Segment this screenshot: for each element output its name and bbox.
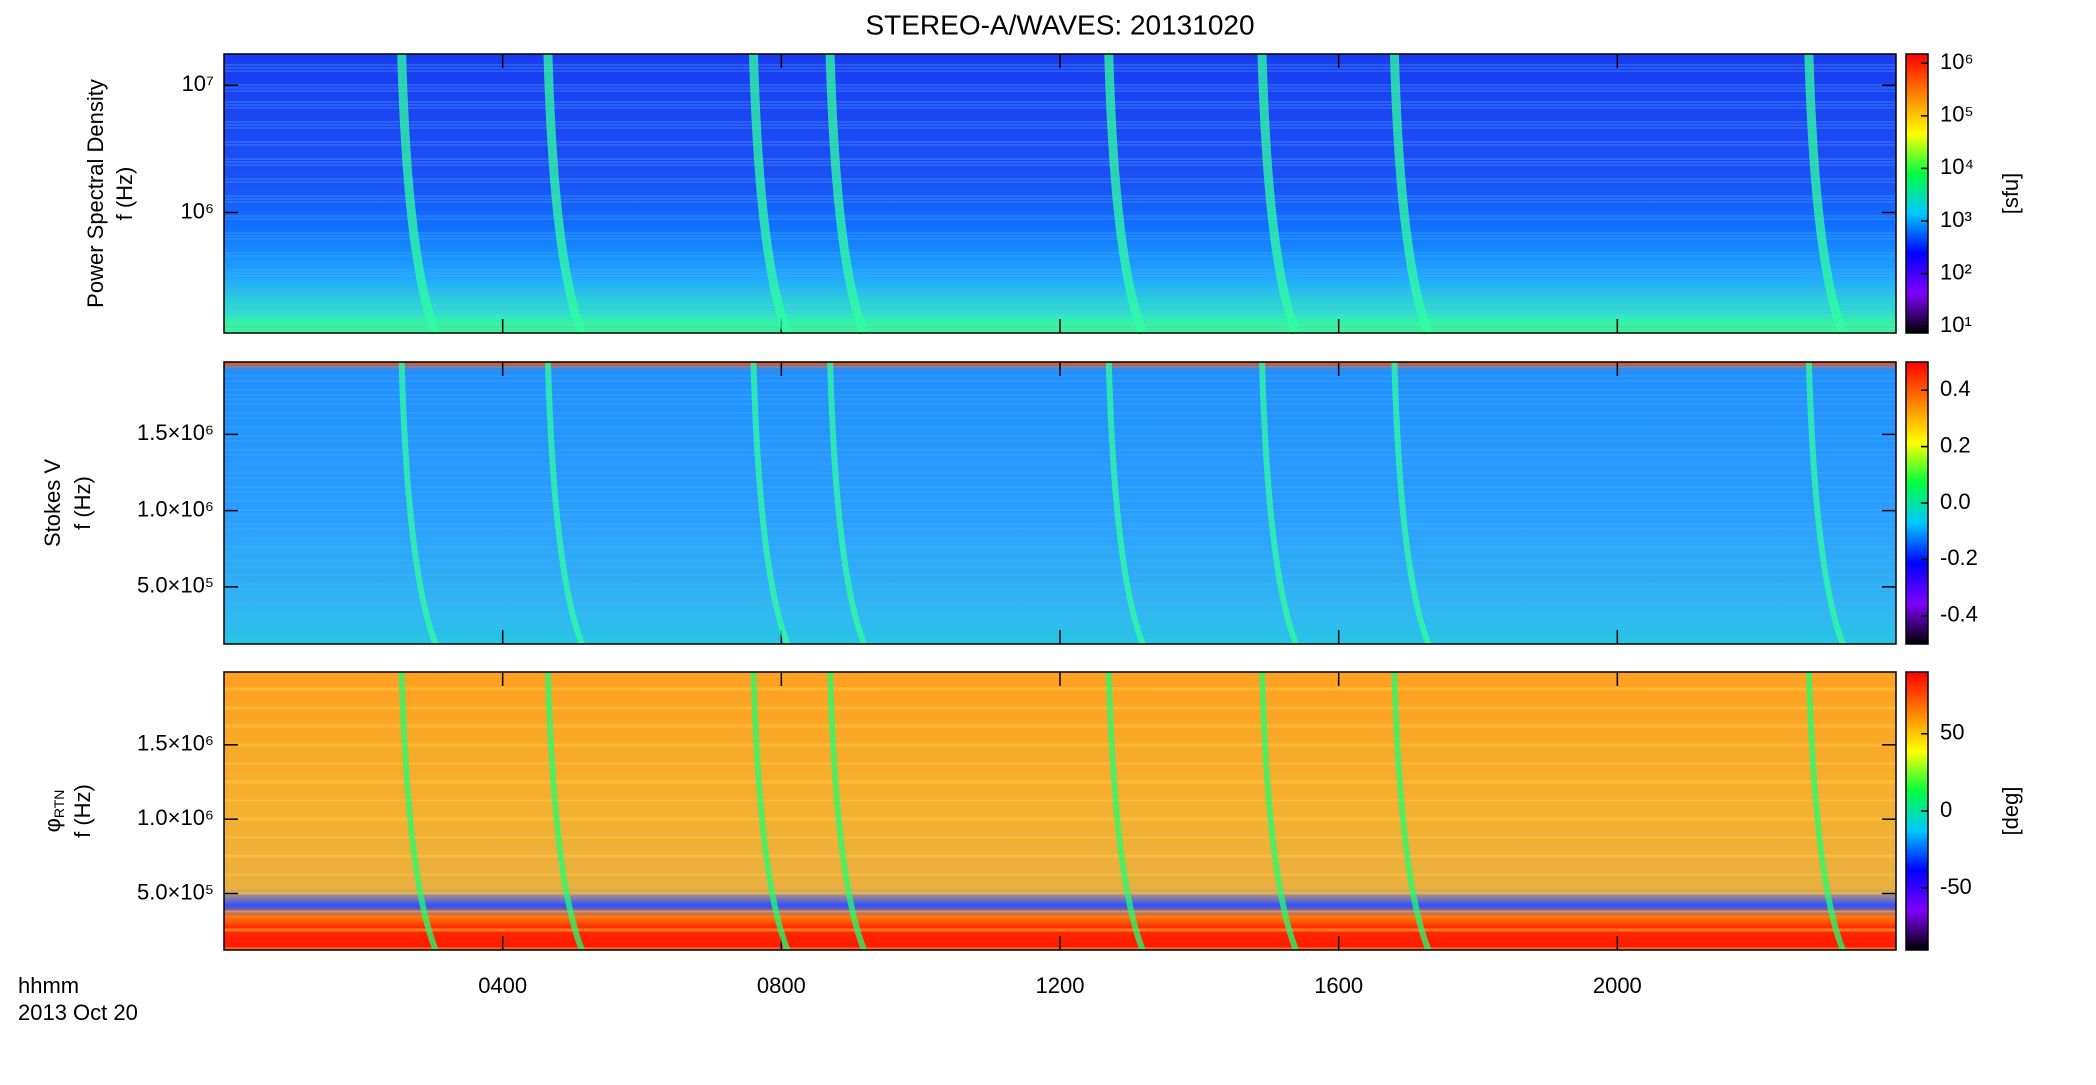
x-tick-label: 1600 — [1314, 973, 1363, 998]
burst — [1805, 361, 1846, 646]
burst — [827, 671, 867, 952]
heatmap-field — [224, 362, 1896, 644]
colorbar-tick-label: -50 — [1940, 874, 1972, 899]
x-tick-label: 0800 — [757, 973, 806, 998]
colorbar — [1905, 53, 1929, 334]
burst — [1104, 53, 1147, 335]
burst — [543, 53, 587, 335]
colorbar-tick-label: 0 — [1940, 797, 1952, 822]
colorbar-label: [deg] — [1998, 787, 2023, 836]
burst — [825, 53, 869, 335]
x-tick-label: 2000 — [1593, 973, 1642, 998]
heatmap-field — [224, 54, 1896, 333]
colorbar-tick-label: 10⁶ — [1940, 49, 1974, 74]
burst — [1804, 53, 1848, 335]
burst — [397, 53, 440, 335]
burst — [544, 361, 585, 646]
quantity-subscript: RTN — [51, 790, 67, 819]
y-tick-label: 10⁷ — [182, 71, 214, 96]
panel-frame — [223, 53, 1897, 334]
burst — [1259, 671, 1299, 952]
y-tick-label: 10⁶ — [180, 198, 214, 223]
burst — [1805, 671, 1846, 952]
burst — [748, 53, 792, 335]
y-tick-label: 5.0×10⁵ — [137, 573, 214, 598]
date-label: 2013 Oct 20 — [18, 1000, 138, 1025]
quantity-symbol: φ — [40, 818, 65, 832]
x-tick-label: 0400 — [478, 973, 527, 998]
burst — [750, 671, 791, 952]
heatmap-field — [224, 672, 1896, 950]
y-tick-label: 1.5×10⁶ — [137, 420, 214, 445]
burst — [544, 671, 585, 952]
y-tick-label: 1.0×10⁶ — [137, 805, 214, 830]
y-axis-label: f (Hz) — [70, 476, 95, 530]
y-tick-label: 1.5×10⁶ — [137, 731, 214, 756]
quantity-symbol: Power Spectral Density — [83, 79, 108, 308]
colorbar-tick-label: 50 — [1940, 720, 1964, 745]
burst — [1391, 671, 1432, 952]
burst — [1391, 361, 1432, 646]
colorbar-tick-label: 10⁵ — [1940, 102, 1974, 127]
colorbar-tick-label: 10¹ — [1940, 312, 1972, 337]
time-label: hhmm — [18, 973, 79, 998]
burst — [1389, 53, 1433, 335]
colorbar-label: [sfu] — [1998, 173, 2023, 215]
panel-frame — [223, 671, 1897, 951]
colorbar-tick-label: -0.2 — [1940, 545, 1978, 570]
burst — [750, 361, 791, 646]
colorbar-tick-label: 0.2 — [1940, 432, 1971, 457]
quantity-label: Power Spectral Density — [83, 79, 108, 308]
burst — [827, 361, 867, 646]
quantity-label: φRTN — [40, 790, 67, 833]
colorbar-tick-label: -0.4 — [1940, 602, 1978, 627]
y-tick-label: 5.0×10⁵ — [137, 879, 214, 904]
burst-decoration — [397, 53, 1848, 952]
burst — [398, 361, 439, 646]
burst — [1257, 53, 1301, 335]
burst — [1105, 671, 1146, 952]
burst — [1259, 361, 1299, 646]
colorbar-tick-label: 0.4 — [1940, 376, 1971, 401]
y-axis-label: f (Hz) — [112, 167, 137, 221]
quantity-label: Stokes V — [40, 459, 65, 547]
burst — [398, 671, 439, 952]
y-tick-label: 1.0×10⁶ — [137, 496, 214, 521]
colorbar-tick-label: 0.0 — [1940, 489, 1971, 514]
colorbar-tick-label: 10⁴ — [1940, 154, 1974, 179]
colorbar-tick-label: 10³ — [1940, 207, 1972, 232]
chart-title: STEREO-A/WAVES: 20131020 — [865, 9, 1254, 40]
x-tick-label: 1200 — [1036, 973, 1085, 998]
burst — [1105, 361, 1146, 646]
panel-frame — [223, 361, 1897, 645]
quantity-symbol: Stokes V — [40, 459, 65, 547]
colorbar-tick-label: 10² — [1940, 259, 1972, 284]
y-axis-label: f (Hz) — [70, 784, 95, 838]
